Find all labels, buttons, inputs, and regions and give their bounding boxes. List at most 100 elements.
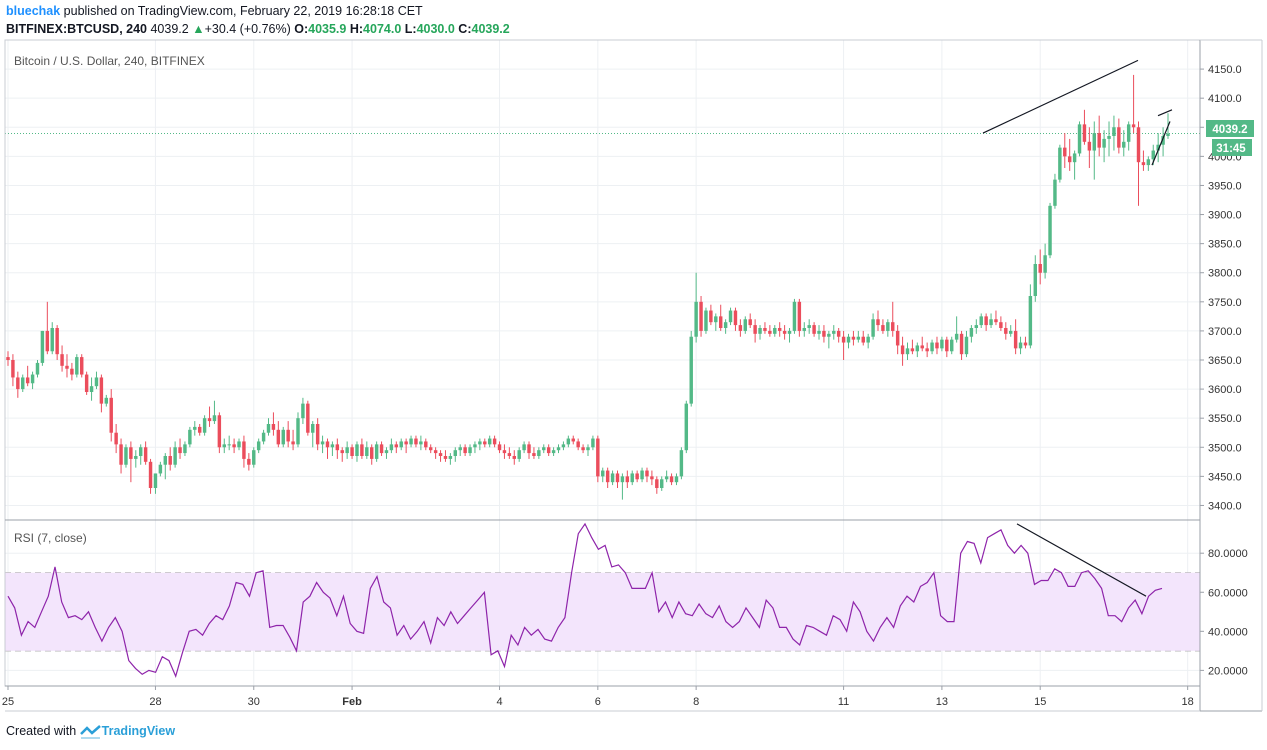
candle-body: [782, 330, 787, 334]
candle-body: [399, 441, 403, 448]
candle: [1126, 121, 1131, 151]
candle: [674, 473, 679, 486]
candle: [704, 307, 708, 334]
candle: [1156, 133, 1160, 163]
candle: [502, 444, 507, 459]
candle: [974, 319, 979, 334]
candle: [822, 325, 826, 343]
candle-body: [453, 450, 458, 456]
candle: [920, 336, 924, 352]
candle: [930, 339, 934, 355]
candle: [846, 333, 851, 349]
candle: [581, 444, 585, 454]
candle: [21, 374, 25, 392]
timer-badge-text: 31:45: [1216, 143, 1246, 155]
candle: [777, 322, 782, 337]
candle-body: [822, 330, 826, 337]
candle-body: [900, 345, 905, 355]
candle-body: [1092, 133, 1096, 151]
candle-body: [222, 444, 226, 448]
candle: [556, 444, 561, 454]
candle-body: [832, 330, 836, 334]
candle-body: [935, 342, 939, 349]
candle-body: [227, 444, 231, 446]
rsi-tick-label: 60.0000: [1208, 587, 1248, 599]
candle-body: [807, 325, 811, 328]
candle: [35, 360, 40, 378]
candle-body: [1156, 144, 1160, 151]
timer-badge: 31:45: [1212, 139, 1252, 156]
candle: [551, 447, 556, 456]
candle-body: [443, 456, 448, 459]
candle-body: [261, 432, 266, 442]
candle-body: [1048, 205, 1052, 256]
candle-body: [620, 476, 625, 483]
candle-body: [75, 357, 79, 375]
candle-body: [114, 432, 118, 445]
candle-body: [1043, 255, 1047, 273]
candle-body: [301, 403, 305, 419]
candle-body: [237, 441, 241, 448]
candle-body: [812, 325, 816, 334]
candle-body: [792, 301, 797, 331]
candle: [99, 374, 104, 413]
candle: [861, 330, 865, 346]
candle-body: [940, 339, 944, 349]
candle-body: [1013, 330, 1018, 349]
candle: [355, 441, 359, 462]
candle-body: [84, 374, 89, 392]
candle-body: [365, 447, 369, 456]
candle: [384, 447, 389, 459]
candle: [1018, 336, 1023, 355]
candle-body: [60, 354, 64, 366]
candle-body: [738, 325, 743, 331]
candle-body: [1067, 156, 1072, 163]
candle: [969, 325, 974, 343]
candle: [325, 438, 330, 459]
candle: [1023, 336, 1028, 349]
candle: [428, 444, 433, 454]
candle-body: [217, 415, 222, 448]
candle: [330, 441, 335, 456]
candle-body: [664, 476, 669, 480]
author-name[interactable]: bluechak: [6, 4, 61, 18]
candle: [827, 330, 831, 349]
candle-body: [660, 479, 664, 488]
price-badge-text: 4039.2: [1212, 124, 1247, 136]
candle: [345, 441, 349, 459]
candle: [291, 429, 295, 451]
candle: [138, 444, 143, 465]
candle: [419, 435, 423, 451]
candle-body: [856, 336, 861, 340]
candle-body: [271, 424, 276, 430]
candle: [40, 330, 45, 366]
candle: [1161, 127, 1165, 157]
publish-info: bluechak published on TradingView.com, F…: [6, 4, 423, 18]
candle-body: [763, 328, 767, 331]
candle-body: [1058, 147, 1062, 180]
price-badge: 4039.2: [1206, 120, 1254, 137]
candle-body: [1087, 141, 1092, 151]
candle: [812, 322, 816, 337]
candle: [950, 336, 954, 355]
candle: [109, 389, 113, 442]
candle-body: [1107, 136, 1111, 139]
candle: [89, 377, 94, 401]
candle: [163, 453, 168, 480]
candle: [271, 412, 276, 436]
candle-body: [979, 316, 983, 326]
candle-body: [684, 403, 689, 451]
candle-body: [1004, 328, 1008, 334]
candle: [212, 400, 217, 424]
candle: [335, 438, 340, 459]
candle: [266, 418, 271, 436]
tradingview-brand[interactable]: TradingView: [101, 724, 176, 738]
candle-body: [188, 429, 192, 445]
tradingview-logo-icon: [79, 724, 101, 739]
time-tick-label: 18: [1182, 696, 1194, 708]
rsi-band: [5, 572, 1200, 651]
candle: [237, 438, 241, 451]
candle: [994, 310, 998, 326]
candle-body: [1082, 124, 1087, 142]
